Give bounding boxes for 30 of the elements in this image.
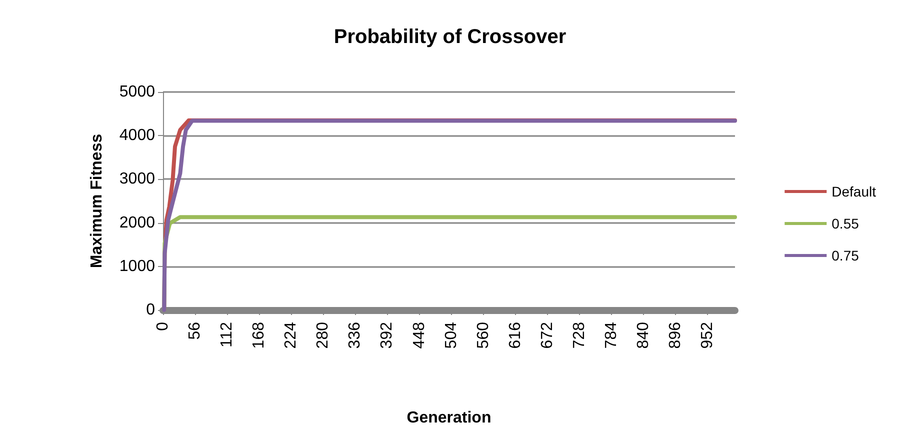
x-tick-label: 448 [410, 322, 428, 349]
legend-label: 0.75 [832, 248, 860, 264]
y-tick-label: 0 [146, 302, 156, 318]
x-tick-label: 952 [699, 322, 716, 349]
y-tick-label: 3000 [119, 170, 156, 188]
x-tick-label: 392 [378, 322, 396, 349]
y-tick-label: 1000 [119, 258, 156, 275]
x-tick-label: 728 [570, 322, 588, 349]
x-tick-label: 784 [602, 322, 620, 349]
x-tick-label: 840 [634, 322, 652, 349]
x-tick-label: 56 [186, 322, 204, 340]
y-tick-label: 2000 [119, 214, 156, 232]
y-tick-label: 5000 [119, 84, 156, 100]
chart-title: Probability of Crossover [334, 26, 566, 48]
x-tick-label: 224 [282, 322, 300, 349]
y-tick-label: 4000 [119, 127, 156, 144]
y-axis-title: Maximum Fitness [88, 134, 106, 268]
x-tick-label: 112 [218, 322, 236, 348]
x-tick-label: 336 [346, 322, 364, 349]
x-tick-label: 560 [474, 322, 492, 349]
x-tick-label: 168 [250, 322, 268, 349]
legend-label: 0.55 [832, 216, 860, 232]
x-tick-label: 280 [314, 322, 332, 349]
legend-label: Default [832, 184, 876, 200]
x-axis-title: Generation [406, 410, 492, 426]
x-tick-label: 672 [538, 322, 556, 349]
x-tick-label: 0 [154, 322, 172, 331]
x-tick-label: 616 [506, 322, 524, 349]
x-tick-label: 896 [667, 322, 684, 349]
x-tick-label: 504 [442, 322, 460, 349]
